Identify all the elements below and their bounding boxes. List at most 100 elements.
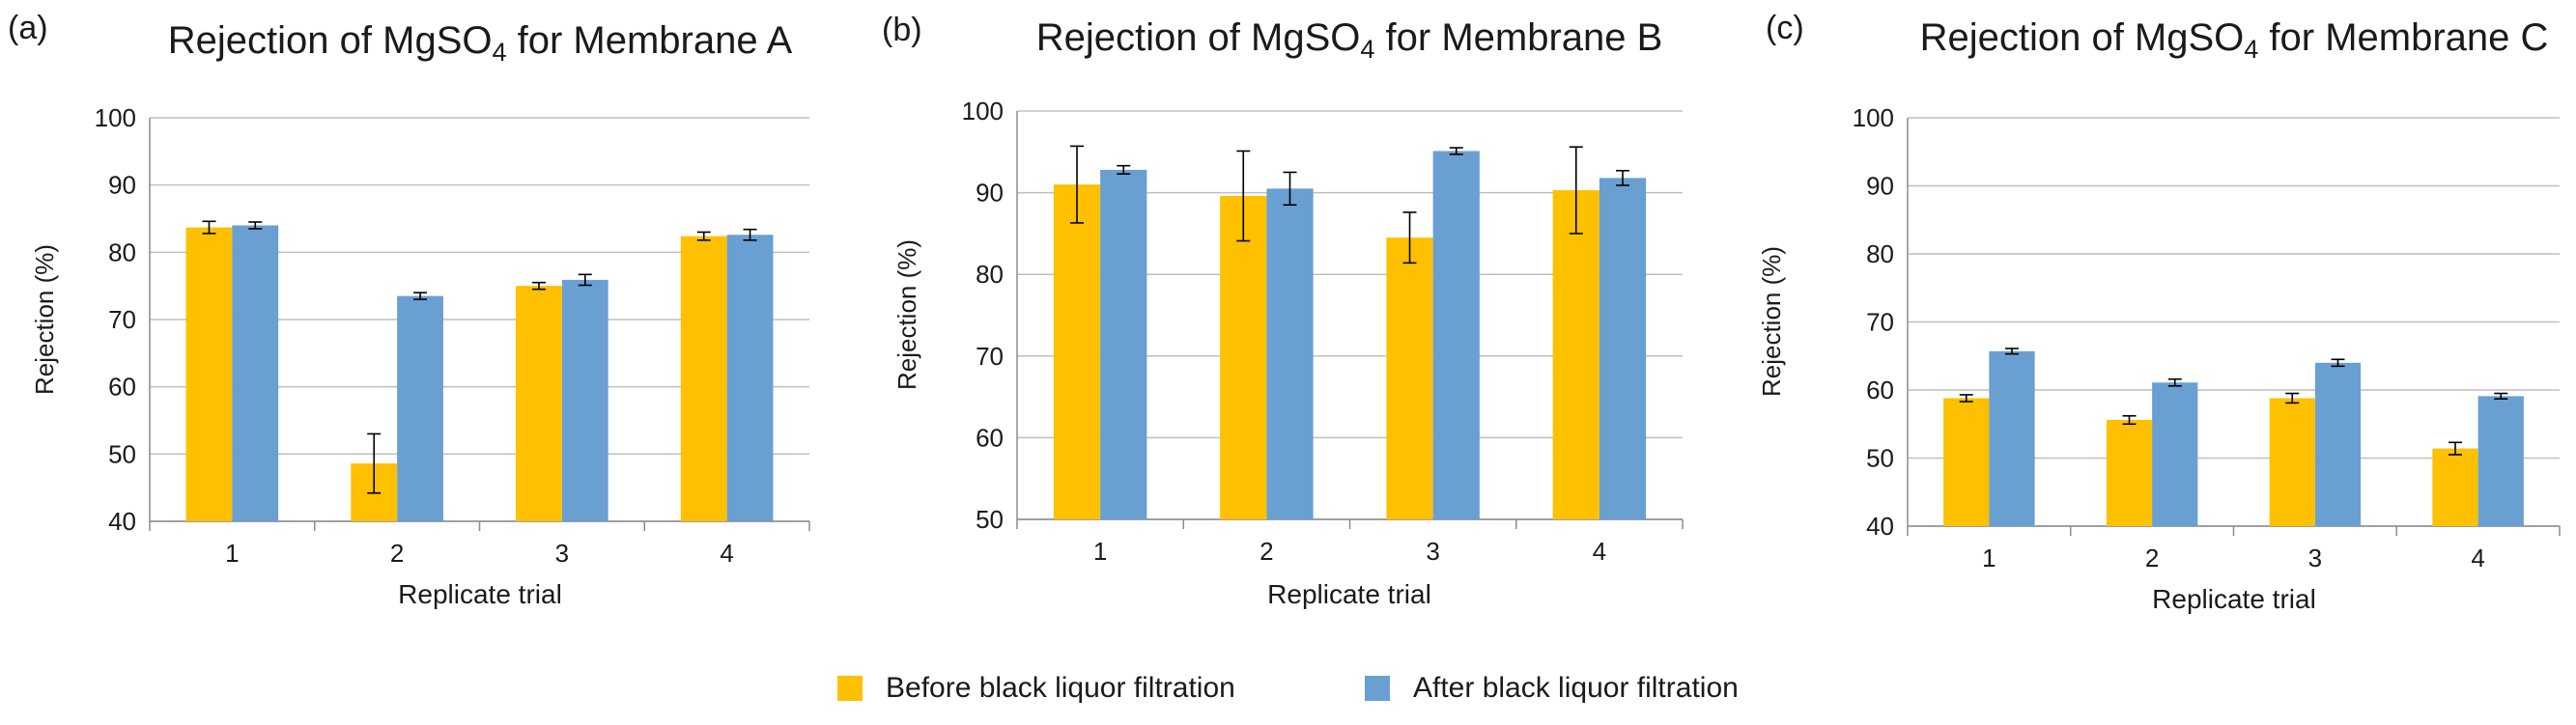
bar-before-trial-3 — [1386, 237, 1433, 519]
bar-after-trial-2 — [397, 295, 443, 521]
chart-title: Rejection of MgSO4 for Membrane B — [1036, 16, 1663, 64]
error-bar — [2167, 377, 2182, 387]
x-tick-label: 3 — [555, 539, 569, 568]
y-tick-label: 80 — [976, 260, 1004, 289]
error-bar — [2449, 441, 2462, 456]
chart-title-subscript: 4 — [1360, 35, 1374, 64]
x-axis-label: Replicate trial — [398, 579, 562, 609]
bar-after-trial-3 — [2314, 362, 2362, 526]
x-tick-label: 1 — [1982, 544, 1996, 572]
bar-after-trial-3 — [561, 279, 609, 521]
error-bar — [2005, 348, 2019, 355]
chart-title-suffix: for Membrane A — [507, 19, 793, 62]
chart-panels: (a) Rejection of MgSO4 for Membrane A4050… — [8, 10, 2561, 614]
error-bar — [1070, 145, 1085, 224]
bar-after-trial-4 — [2477, 396, 2524, 526]
legend-swatch-before — [837, 676, 863, 701]
x-axis-label: Replicate trial — [2152, 584, 2316, 614]
legend-label-before: Before black liquor filtration — [886, 672, 1235, 704]
error-bar — [1117, 164, 1131, 175]
error-bar — [1959, 394, 1973, 403]
error-bar — [531, 281, 546, 291]
y-tick-label: 80 — [1866, 239, 1894, 268]
x-tick-label: 4 — [1593, 537, 1606, 566]
y-tick-label: 100 — [1853, 103, 1894, 132]
chart-title-prefix: Rejection of MgSO — [1920, 16, 2245, 59]
x-axis-label: Replicate trial — [1267, 579, 1431, 609]
chart-title: Rejection of MgSO4 for Membrane A — [168, 19, 793, 67]
bar-before-trial-1 — [1053, 184, 1101, 519]
bar-before-trial-4 — [680, 236, 727, 521]
y-tick-label: 70 — [976, 342, 1004, 371]
chart-title-subscript: 4 — [492, 38, 506, 67]
error-bar — [202, 220, 216, 235]
y-tick-label: 50 — [1866, 444, 1894, 473]
legend-label-after: After black liquor filtration — [1413, 672, 1739, 704]
bar-before-trial-3 — [2269, 398, 2315, 526]
x-tick-label: 2 — [1260, 537, 1273, 566]
x-tick-label: 3 — [1426, 537, 1439, 566]
error-bar — [2331, 358, 2345, 368]
chart-panel-b: (b) Rejection of MgSO4 for Membrane B5060… — [882, 12, 1684, 609]
error-bar — [2494, 392, 2508, 400]
x-tick-label: 4 — [2471, 544, 2484, 572]
bar-before-trial-2 — [1220, 195, 1267, 519]
y-tick-label: 90 — [1866, 172, 1894, 201]
error-bar — [1236, 150, 1251, 242]
y-tick-label: 100 — [962, 97, 1004, 125]
bar-after-trial-1 — [1989, 350, 2035, 526]
x-tick-label: 2 — [2145, 544, 2159, 572]
chart-title-subscript: 4 — [2244, 35, 2258, 64]
error-bar — [2122, 414, 2137, 426]
y-tick-label: 60 — [976, 423, 1004, 452]
chart-title-suffix: for Membrane B — [1374, 16, 1662, 59]
error-bar — [1402, 211, 1417, 265]
x-tick-label: 1 — [1093, 537, 1107, 566]
error-bar — [2285, 392, 2300, 404]
error-bar — [413, 292, 428, 300]
bar-before-trial-1 — [185, 227, 233, 521]
bar-after-trial-2 — [2152, 382, 2198, 526]
bar-before-trial-1 — [1943, 398, 1990, 526]
x-tick-label: 2 — [390, 539, 404, 568]
bar-before-trial-4 — [2432, 448, 2478, 526]
bar-after-trial-1 — [1100, 169, 1147, 520]
y-tick-label: 80 — [108, 237, 136, 266]
y-tick-label: 90 — [108, 171, 136, 200]
panel-label: (c) — [1766, 10, 1804, 46]
y-tick-label: 100 — [95, 103, 136, 132]
x-tick-label: 3 — [2308, 544, 2322, 572]
bar-after-trial-4 — [726, 235, 774, 521]
legend-swatch-after — [1365, 676, 1390, 701]
y-tick-label: 60 — [1866, 376, 1894, 404]
y-axis-label: Rejection (%) — [892, 239, 921, 390]
chart-title: Rejection of MgSO4 for Membrane C — [1920, 16, 2549, 64]
legend: Before black liquor filtration After bla… — [837, 672, 1739, 704]
bar-before-trial-3 — [516, 286, 562, 521]
bar-after-trial-4 — [1599, 178, 1647, 519]
x-tick-label: 1 — [225, 539, 239, 568]
y-axis-label: Rejection (%) — [1757, 246, 1786, 397]
error-bar — [743, 228, 757, 241]
y-tick-label: 90 — [976, 179, 1004, 208]
x-tick-label: 4 — [720, 539, 733, 568]
error-bar — [248, 221, 263, 230]
bar-after-trial-1 — [232, 225, 279, 521]
y-tick-label: 60 — [108, 373, 136, 402]
panel-label: (a) — [8, 10, 48, 46]
y-tick-label: 40 — [108, 507, 136, 536]
chart-title-prefix: Rejection of MgSO — [1036, 16, 1361, 59]
error-bar — [1283, 171, 1297, 207]
error-bar — [578, 273, 592, 287]
bar-before-trial-2 — [2106, 420, 2153, 526]
error-bar — [367, 432, 382, 494]
y-axis-label: Rejection (%) — [30, 244, 59, 395]
y-tick-label: 40 — [1866, 512, 1894, 541]
bar-after-trial-2 — [1266, 188, 1314, 519]
panel-label: (b) — [882, 12, 922, 48]
y-tick-label: 70 — [1866, 308, 1894, 337]
chart-panel-a: (a) Rejection of MgSO4 for Membrane A4050… — [8, 10, 810, 609]
chart-title-suffix: for Membrane C — [2258, 16, 2548, 59]
error-bar — [696, 231, 711, 241]
